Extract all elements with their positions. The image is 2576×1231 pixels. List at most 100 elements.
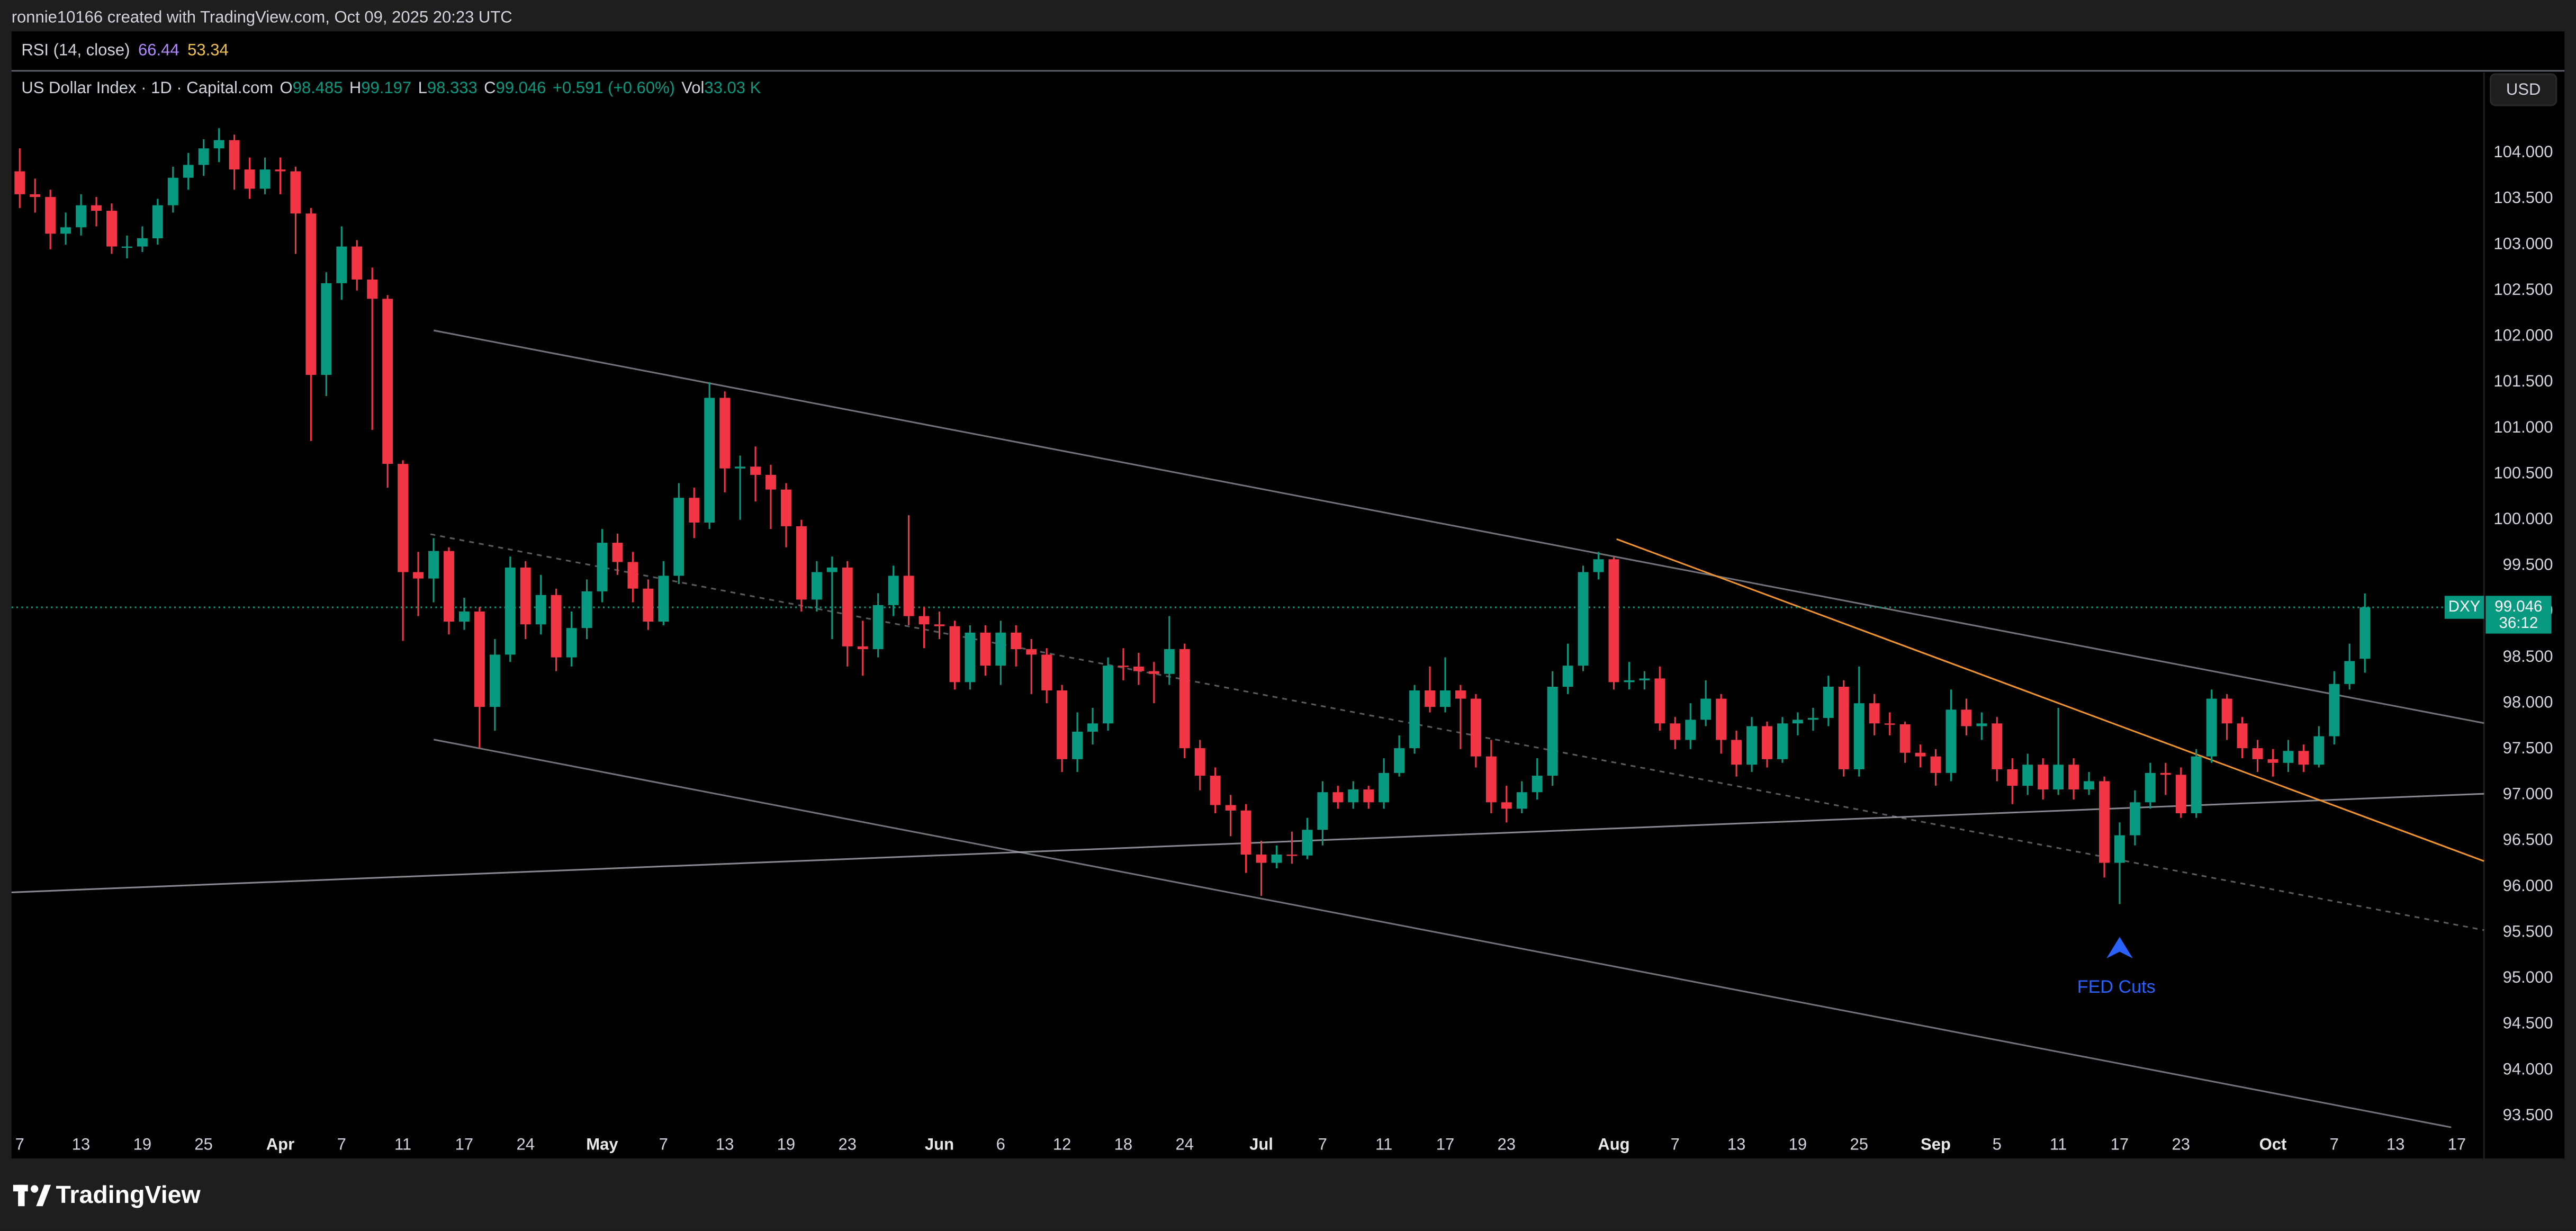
candle-body — [1945, 709, 1957, 773]
symbol-legend: US Dollar Index · 1D · Capital.com O98.48… — [21, 78, 761, 97]
y-tick-label: 94.500 — [2503, 1014, 2553, 1032]
candle-body — [1057, 690, 1068, 759]
candle-body — [1593, 559, 1604, 572]
footer-brand: TradingView — [56, 1181, 201, 1208]
candle-body — [229, 140, 240, 170]
logo-dot — [31, 1185, 39, 1193]
candle-body — [121, 246, 132, 248]
y-tick-label: 97.000 — [2503, 785, 2553, 803]
symbol-tag-text: DXY — [2448, 598, 2481, 615]
candle-body — [1026, 649, 1037, 655]
legend-value: 98.333 — [427, 78, 478, 97]
candle-body — [398, 464, 409, 572]
x-tick-label: 12 — [1053, 1135, 1071, 1154]
candle-body — [2007, 769, 2018, 786]
candle-body — [2252, 748, 2263, 759]
candle-body — [137, 238, 148, 247]
candle-body — [106, 211, 117, 247]
x-tick-label: 7 — [1671, 1135, 1680, 1154]
candle-body — [213, 140, 224, 149]
candle-body — [1578, 572, 1589, 666]
candle-body — [1148, 671, 1159, 674]
candle-body — [305, 213, 317, 375]
candle-body — [949, 626, 960, 682]
candle-body — [612, 543, 623, 562]
candle-body — [918, 616, 930, 625]
candle-body — [1884, 723, 1895, 725]
x-tick-label: 17 — [2111, 1135, 2129, 1154]
y-tick-label: 97.500 — [2503, 739, 2553, 757]
candle-body — [1777, 723, 1788, 759]
price-tag — [2485, 596, 2552, 634]
candle-body — [2068, 765, 2079, 790]
candle-body — [1440, 690, 1451, 707]
chart-panel — [11, 31, 2565, 1159]
x-tick-label: 19 — [1789, 1135, 1807, 1154]
candle-body — [367, 279, 378, 299]
currency-button[interactable] — [2490, 73, 2557, 106]
legend-value: 33.03 K — [704, 78, 761, 97]
candle-body — [934, 624, 945, 626]
candle-body — [750, 466, 761, 475]
channel-lower — [433, 739, 2452, 1128]
candle-body — [535, 595, 546, 625]
annotation-text: FED Cuts — [2077, 977, 2156, 997]
candle-body — [1639, 678, 1650, 680]
x-tick-label: 5 — [1993, 1135, 2002, 1154]
x-tick-label: 13 — [716, 1135, 734, 1154]
candle-body — [183, 165, 194, 178]
symbol-name: US Dollar Index · 1D · Capital.com — [21, 78, 273, 97]
candle-body — [2191, 756, 2202, 814]
candle-body — [152, 205, 163, 239]
x-tick-label: 17 — [455, 1135, 473, 1154]
candle-body — [76, 205, 86, 228]
x-tick-label: 18 — [1114, 1135, 1133, 1154]
rsi-value: 66.44 — [138, 41, 179, 59]
candle-body — [1379, 772, 1390, 803]
x-tick-label: 7 — [1318, 1135, 1327, 1154]
candle-body — [275, 169, 286, 172]
candle-body — [1240, 810, 1251, 855]
candle-body — [2038, 765, 2049, 790]
candle-body — [1869, 703, 1880, 724]
y-tick-label: 103.000 — [2493, 234, 2553, 253]
x-tick-label: May — [586, 1135, 618, 1154]
legend-key: Vol — [681, 78, 704, 97]
candle-body — [1716, 698, 1727, 740]
candle-body — [30, 194, 41, 197]
y-tick-label: 99.500 — [2503, 555, 2553, 574]
candle-body — [1685, 720, 1696, 740]
candle-body — [1516, 792, 1527, 809]
legend-value: 99.197 — [361, 78, 411, 97]
candle-body — [1746, 726, 1757, 765]
x-tick-label: 13 — [1727, 1135, 1746, 1154]
candle-body — [2129, 802, 2140, 835]
candle-body — [1118, 666, 1129, 667]
candle-body — [2175, 775, 2186, 814]
rsi-value: 53.34 — [187, 41, 229, 59]
legend-key: L — [418, 78, 427, 97]
candle-body — [689, 498, 700, 523]
y-tick-label: 102.000 — [2493, 326, 2553, 345]
rsi-legend: RSI (14, close) 66.44 53.34 — [21, 41, 228, 59]
candle-body — [704, 398, 715, 523]
candle-body — [1792, 720, 1803, 724]
x-tick-label: 23 — [2172, 1135, 2190, 1154]
candle-body — [597, 543, 608, 591]
candle-body — [1103, 666, 1113, 724]
candle-body — [352, 246, 363, 280]
y-tick-label: 101.000 — [2493, 418, 2553, 436]
candle-body — [643, 588, 654, 622]
candle-body — [1654, 678, 1665, 724]
candle-body — [658, 576, 669, 622]
candle-body — [1317, 792, 1328, 830]
candle-body — [1838, 687, 1849, 769]
candle-body — [2221, 698, 2232, 724]
candle-body — [735, 466, 746, 469]
currency-label[interactable]: USD — [2506, 80, 2541, 98]
footer — [0, 1158, 2576, 1231]
candle-body — [1348, 789, 1359, 803]
candle-body — [1485, 756, 1497, 803]
legend-value: +0.591 (+0.60%) — [553, 78, 675, 97]
